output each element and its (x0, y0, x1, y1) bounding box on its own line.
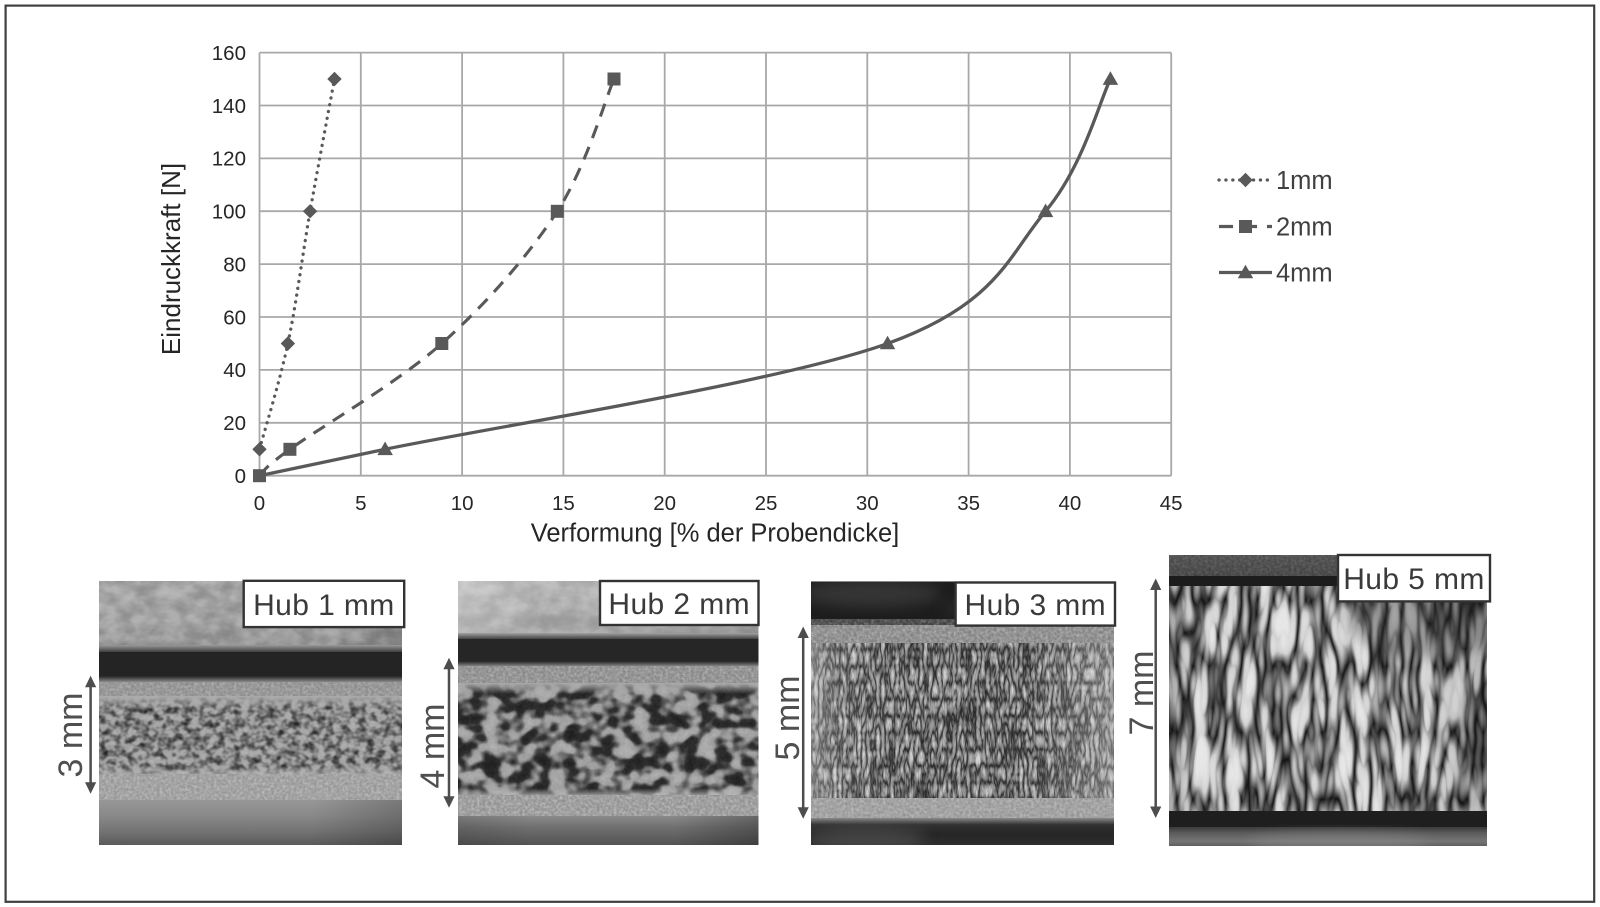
svg-text:45: 45 (1160, 492, 1183, 515)
svg-text:Hub 5 mm: Hub 5 mm (1343, 563, 1485, 596)
svg-text:40: 40 (223, 359, 246, 382)
svg-text:Hub 3 mm: Hub 3 mm (965, 589, 1107, 622)
svg-text:160: 160 (212, 42, 246, 65)
svg-text:3 mm: 3 mm (52, 693, 90, 778)
svg-text:4mm: 4mm (1276, 260, 1333, 288)
svg-text:0: 0 (235, 465, 246, 488)
svg-text:7 mm: 7 mm (1123, 651, 1161, 736)
svg-text:30: 30 (856, 492, 879, 515)
svg-text:60: 60 (223, 306, 246, 329)
svg-text:120: 120 (212, 148, 246, 171)
svg-text:80: 80 (223, 253, 246, 276)
svg-text:Hub 2 mm: Hub 2 mm (608, 588, 750, 621)
svg-text:140: 140 (212, 95, 246, 118)
svg-text:100: 100 (212, 201, 246, 224)
svg-text:15: 15 (552, 492, 575, 515)
svg-text:2mm: 2mm (1276, 214, 1333, 242)
svg-text:Eindruckkraft [N]: Eindruckkraft [N] (156, 163, 186, 355)
svg-text:5 mm: 5 mm (769, 676, 807, 761)
svg-text:20: 20 (653, 492, 676, 515)
svg-text:35: 35 (957, 492, 980, 515)
svg-text:4 mm: 4 mm (414, 704, 452, 789)
svg-text:Verformung [% der Probendicke]: Verformung [% der Probendicke] (531, 520, 900, 548)
svg-text:0: 0 (254, 492, 265, 515)
svg-text:25: 25 (755, 492, 778, 515)
svg-text:Hub 1 mm: Hub 1 mm (253, 589, 395, 622)
svg-text:20: 20 (223, 412, 246, 435)
svg-text:40: 40 (1058, 492, 1081, 515)
svg-text:10: 10 (451, 492, 474, 515)
svg-text:5: 5 (355, 492, 366, 515)
svg-text:1mm: 1mm (1276, 167, 1333, 195)
